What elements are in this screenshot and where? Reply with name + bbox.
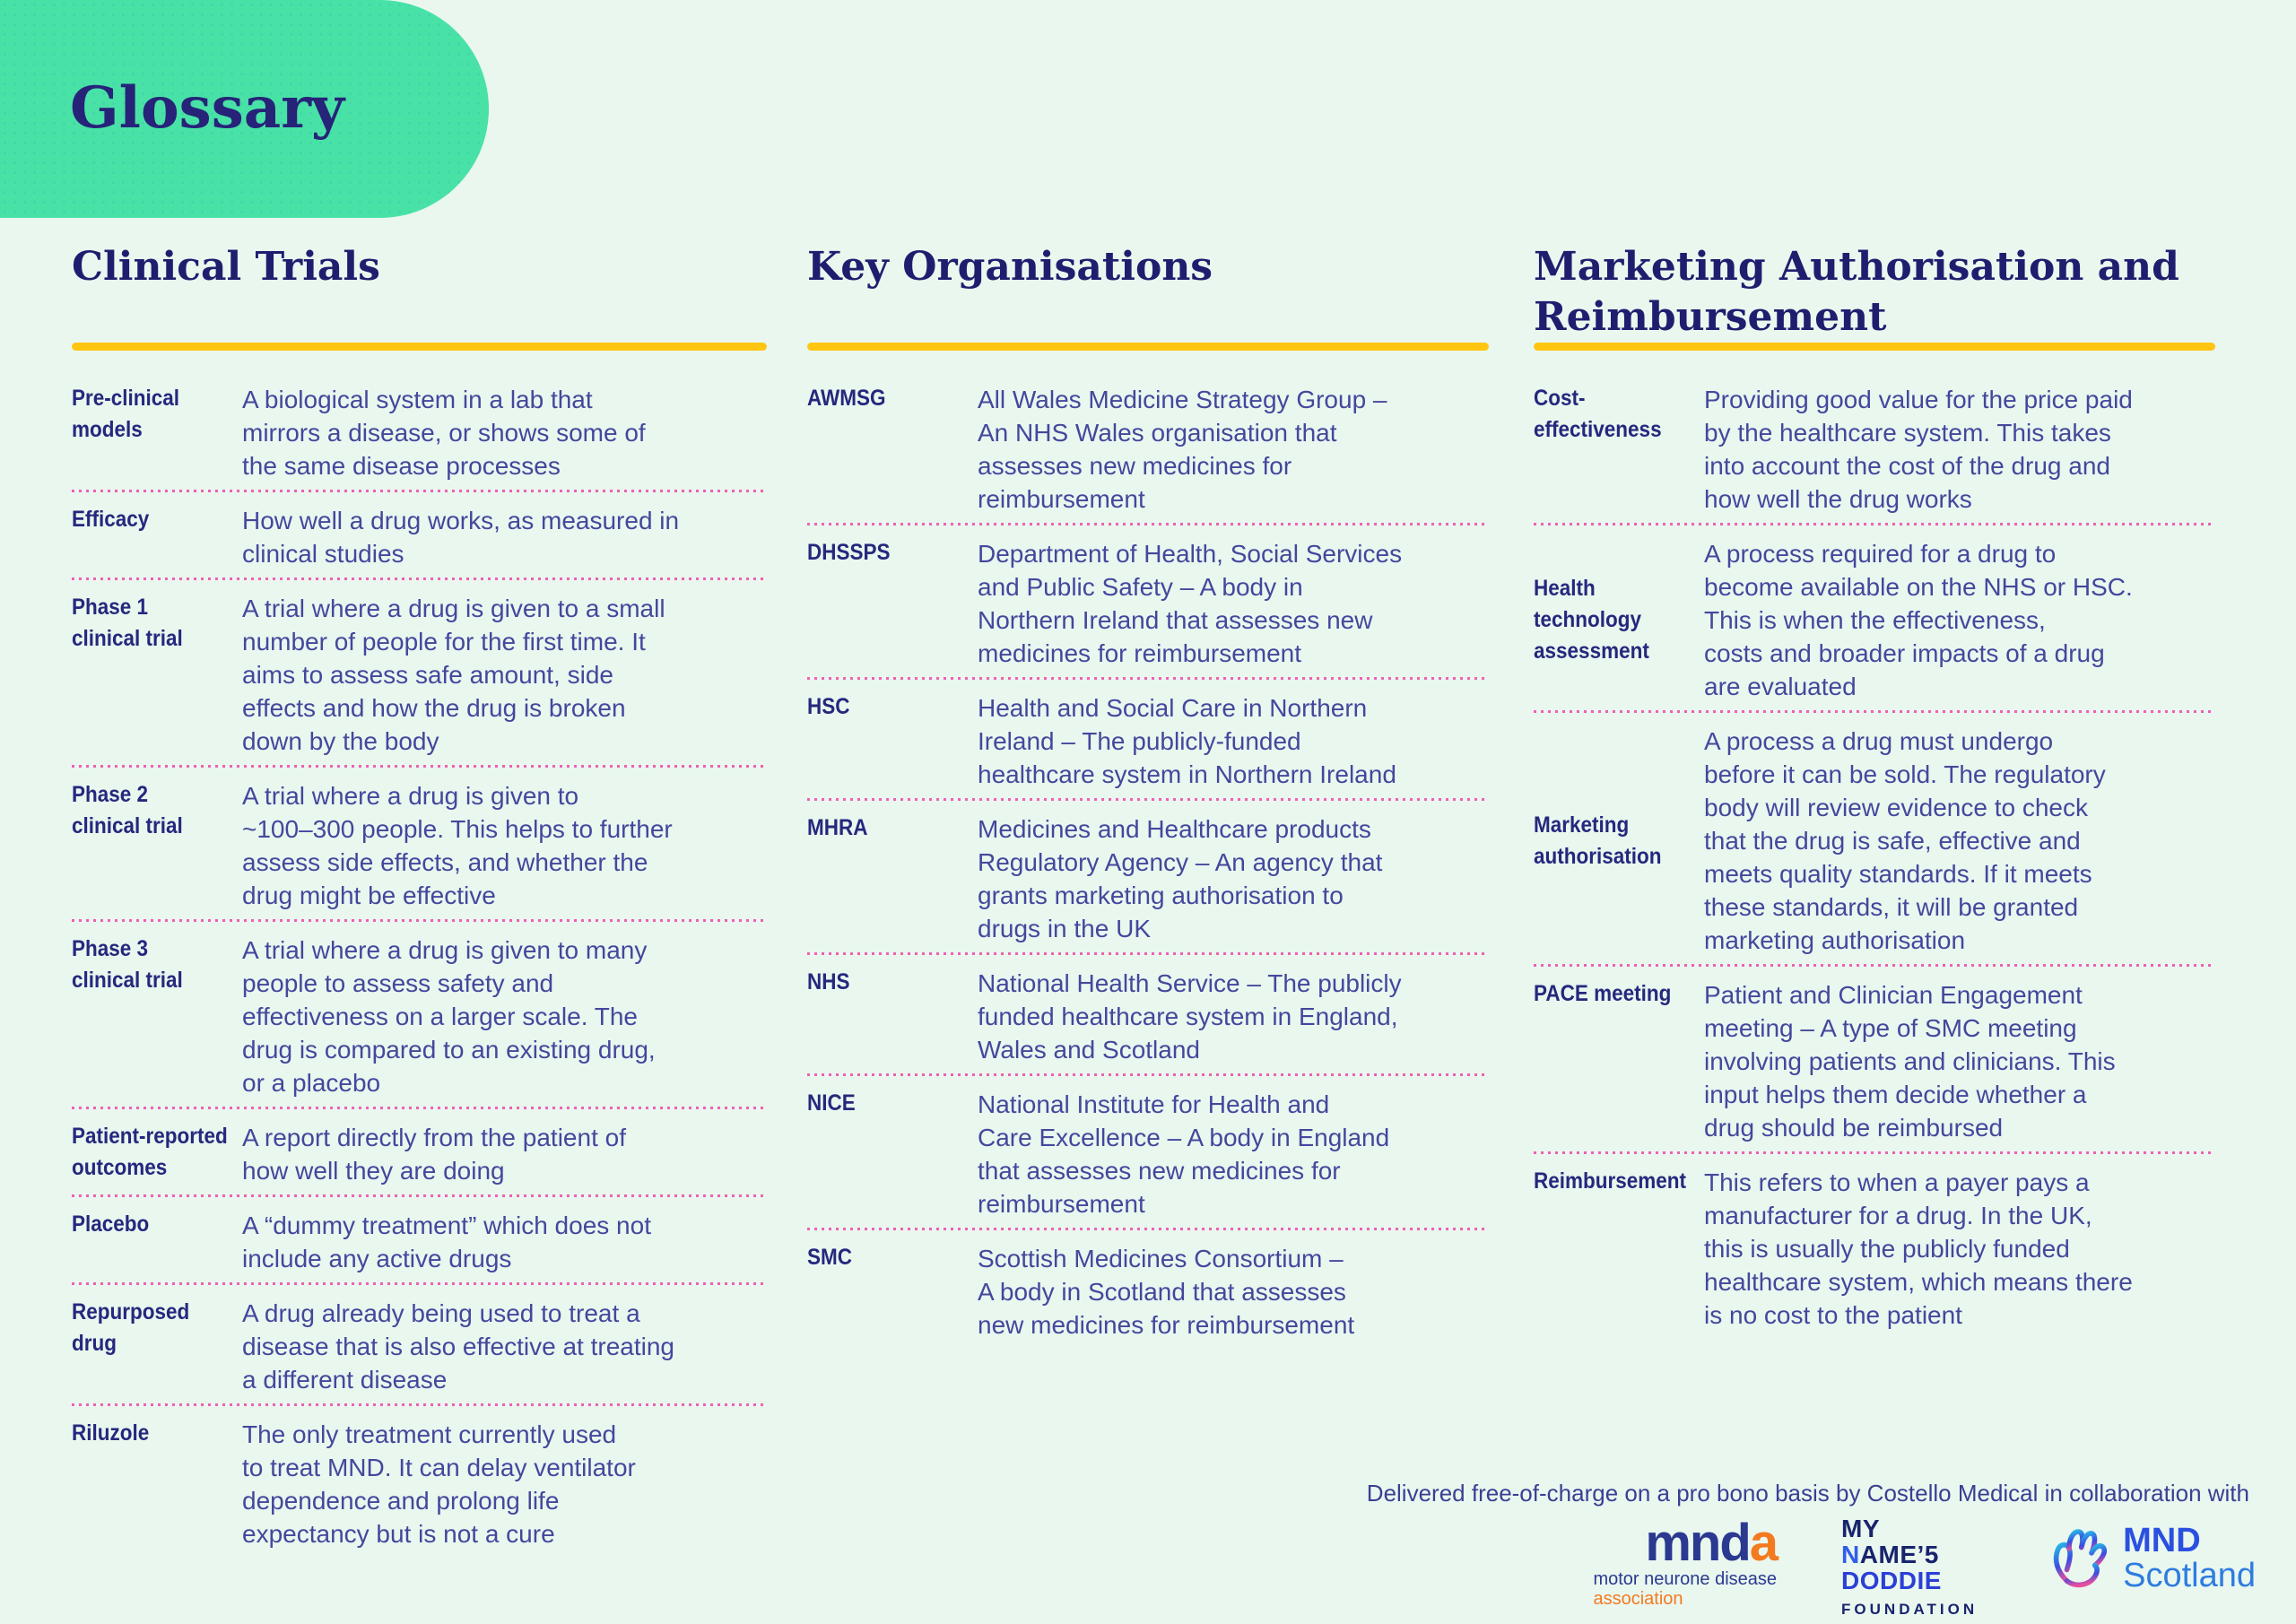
table-row: Repurposed drug A drug already being use…	[72, 1285, 767, 1406]
table-row: HSC Health and Social Care in Northern I…	[807, 680, 1489, 801]
table-row: DHSSPS Department of Health, Social Serv…	[807, 525, 1489, 680]
definition: A biological system in a lab that mirror…	[242, 386, 646, 480]
table-row: NHS National Health Service – The public…	[807, 955, 1489, 1076]
definition: Health and Social Care in Northern Irela…	[978, 694, 1396, 788]
term: Placebo	[72, 1211, 150, 1237]
table-row: Phase 1 clinical trial A trial where a d…	[72, 580, 767, 768]
term: Pre-clinical models	[72, 386, 180, 442]
doddie-line-foundation: FOUNDATION	[1841, 1601, 1979, 1618]
doddie-line-doddie: DODDIE	[1841, 1567, 1942, 1594]
definition: Medicines and Healthcare products Regula…	[978, 815, 1383, 942]
rows: Cost- effectiveness Providing good value…	[1534, 383, 2215, 1342]
table-row: Pre-clinical models A biological system …	[72, 383, 767, 492]
definition: National Institute for Health and Care E…	[978, 1090, 1390, 1218]
table-row: Marketing authorisation A process a drug…	[1534, 713, 2215, 967]
definition: This refers to when a payer pays a manuf…	[1704, 1168, 2133, 1329]
table-row: SMC Scottish Medicines Consortium – A bo…	[807, 1230, 1489, 1351]
table-row: Phase 3 clinical trial A trial where a d…	[72, 922, 767, 1109]
term: Efficacy	[72, 507, 150, 532]
table-row: MHRA Medicines and Healthcare products R…	[807, 801, 1489, 955]
rows: Pre-clinical models A biological system …	[72, 383, 767, 1560]
definition: A trial where a drug is given to many pe…	[242, 936, 656, 1097]
rows: AWMSG All Wales Medicine Strategy Group …	[807, 383, 1489, 1351]
term: Marketing authorisation	[1534, 812, 1662, 869]
section-rule	[72, 343, 767, 351]
term: Reimbursement	[1534, 1168, 1687, 1194]
table-row: AWMSG All Wales Medicine Strategy Group …	[807, 383, 1489, 525]
hand-icon	[2053, 1529, 2108, 1588]
table-row: Efficacy How well a drug works, as measu…	[72, 492, 767, 580]
section-rule	[807, 343, 1489, 351]
mnda-sub-line2: association	[1593, 1589, 1683, 1609]
term: AWMSG	[807, 386, 886, 411]
doddie-ames: AME’5	[1859, 1541, 1939, 1568]
table-row: Riluzole The only treatment currently us…	[72, 1406, 767, 1560]
mnd-scotland-text: MND Scotland	[2123, 1524, 2256, 1594]
term: Repurposed drug	[72, 1299, 190, 1356]
section-heading: Key Organisations	[807, 244, 1213, 290]
term: Patient-reported outcomes	[72, 1124, 228, 1180]
term: DHSSPS	[807, 540, 891, 565]
table-row: Reimbursement This refers to when a paye…	[1534, 1154, 2215, 1342]
definition: All Wales Medicine Strategy Group – An N…	[978, 386, 1387, 513]
section-column-2: Marketing Authorisation and Reimbursemen…	[1534, 242, 2215, 1342]
definition: A process a drug must undergo before it …	[1704, 727, 2106, 954]
section-heading: Clinical Trials	[72, 244, 380, 290]
table-row: PACE meeting Patient and Clinician Engag…	[1534, 967, 2215, 1154]
logo-mnda: mnda motor neurone disease association	[1593, 1515, 1779, 1610]
table-row: Phase 2 clinical trial A trial where a d…	[72, 768, 767, 922]
definition: Providing good value for the price paid …	[1704, 386, 2133, 513]
doddie-n: N	[1841, 1541, 1860, 1568]
definition: How well a drug works, as measured in cl…	[242, 507, 680, 568]
term: Health technology assessment	[1534, 576, 1649, 664]
definition: Department of Health, Social Services an…	[978, 540, 1403, 667]
definition: A “dummy treatment” which does not inclu…	[242, 1211, 651, 1272]
footer-credit: Delivered free-of-charge on a pro bono b…	[1366, 1480, 2249, 1507]
table-row: Health technology assessment A process r…	[1534, 525, 2215, 713]
mnda-sub-line1: motor neurone disease	[1593, 1569, 1778, 1589]
term: NICE	[807, 1090, 856, 1116]
definition: Scottish Medicines Consortium – A body i…	[978, 1245, 1355, 1339]
term: Riluzole	[72, 1420, 150, 1446]
page-title: Glossary	[70, 74, 345, 142]
definition: A report directly from the patient of ho…	[242, 1124, 626, 1185]
term: MHRA	[807, 815, 868, 840]
doddie-line-names: NAME’5	[1841, 1541, 1939, 1568]
term: Cost- effectiveness	[1534, 386, 1662, 442]
term: SMC	[807, 1245, 853, 1270]
table-row: NICE National Institute for Health and C…	[807, 1076, 1489, 1230]
section-rule	[1534, 343, 2215, 351]
logo-doddie: MY NAME’5 DODDIE FOUNDATION	[1841, 1515, 1978, 1619]
mnda-word-orange: a	[1749, 1514, 1779, 1572]
definition: A drug already being used to treat a dis…	[242, 1299, 674, 1394]
term: Phase 1 clinical trial	[72, 595, 183, 651]
mnda-subtext: motor neurone disease association	[1593, 1569, 1777, 1609]
term: Phase 3 clinical trial	[72, 936, 183, 993]
term: Phase 2 clinical trial	[72, 782, 183, 838]
definition: Patient and Clinician Engagement meeting…	[1704, 981, 2116, 1142]
logos: mnda motor neurone disease association M…	[1593, 1515, 2256, 1619]
doddie-line-my: MY	[1841, 1515, 1881, 1542]
definition: National Health Service – The publicly f…	[978, 969, 1402, 1064]
term: HSC	[807, 694, 850, 719]
section-column-0: Clinical Trials Pre-clinical models A bi…	[72, 242, 767, 1560]
mnd-scotland-line2: Scotland	[2123, 1557, 2256, 1594]
logo-mnd-scotland: MND Scotland	[2042, 1515, 2256, 1594]
definition: A process required for a drug to become …	[1704, 540, 2133, 700]
term: NHS	[807, 969, 850, 994]
header-shape	[0, 0, 489, 218]
definition: A trial where a drug is given to a small…	[242, 595, 665, 755]
definition: The only treatment currently used to tre…	[242, 1420, 636, 1548]
definition: A trial where a drug is given to ~100–30…	[242, 782, 673, 909]
mnda-wordmark: mnda	[1645, 1517, 1779, 1569]
table-row: Cost- effectiveness Providing good value…	[1534, 383, 2215, 525]
mnda-word-navy: mnd	[1645, 1514, 1751, 1572]
table-row: Patient-reported outcomes A report direc…	[72, 1109, 767, 1197]
term: PACE meeting	[1534, 981, 1672, 1006]
section-heading: Marketing Authorisation and Reimbursemen…	[1534, 244, 2179, 340]
mnd-scotland-line1: MND	[2123, 1522, 2201, 1559]
table-row: Placebo A “dummy treatment” which does n…	[72, 1197, 767, 1285]
section-column-1: Key Organisations AWMSG All Wales Medici…	[807, 242, 1489, 1351]
